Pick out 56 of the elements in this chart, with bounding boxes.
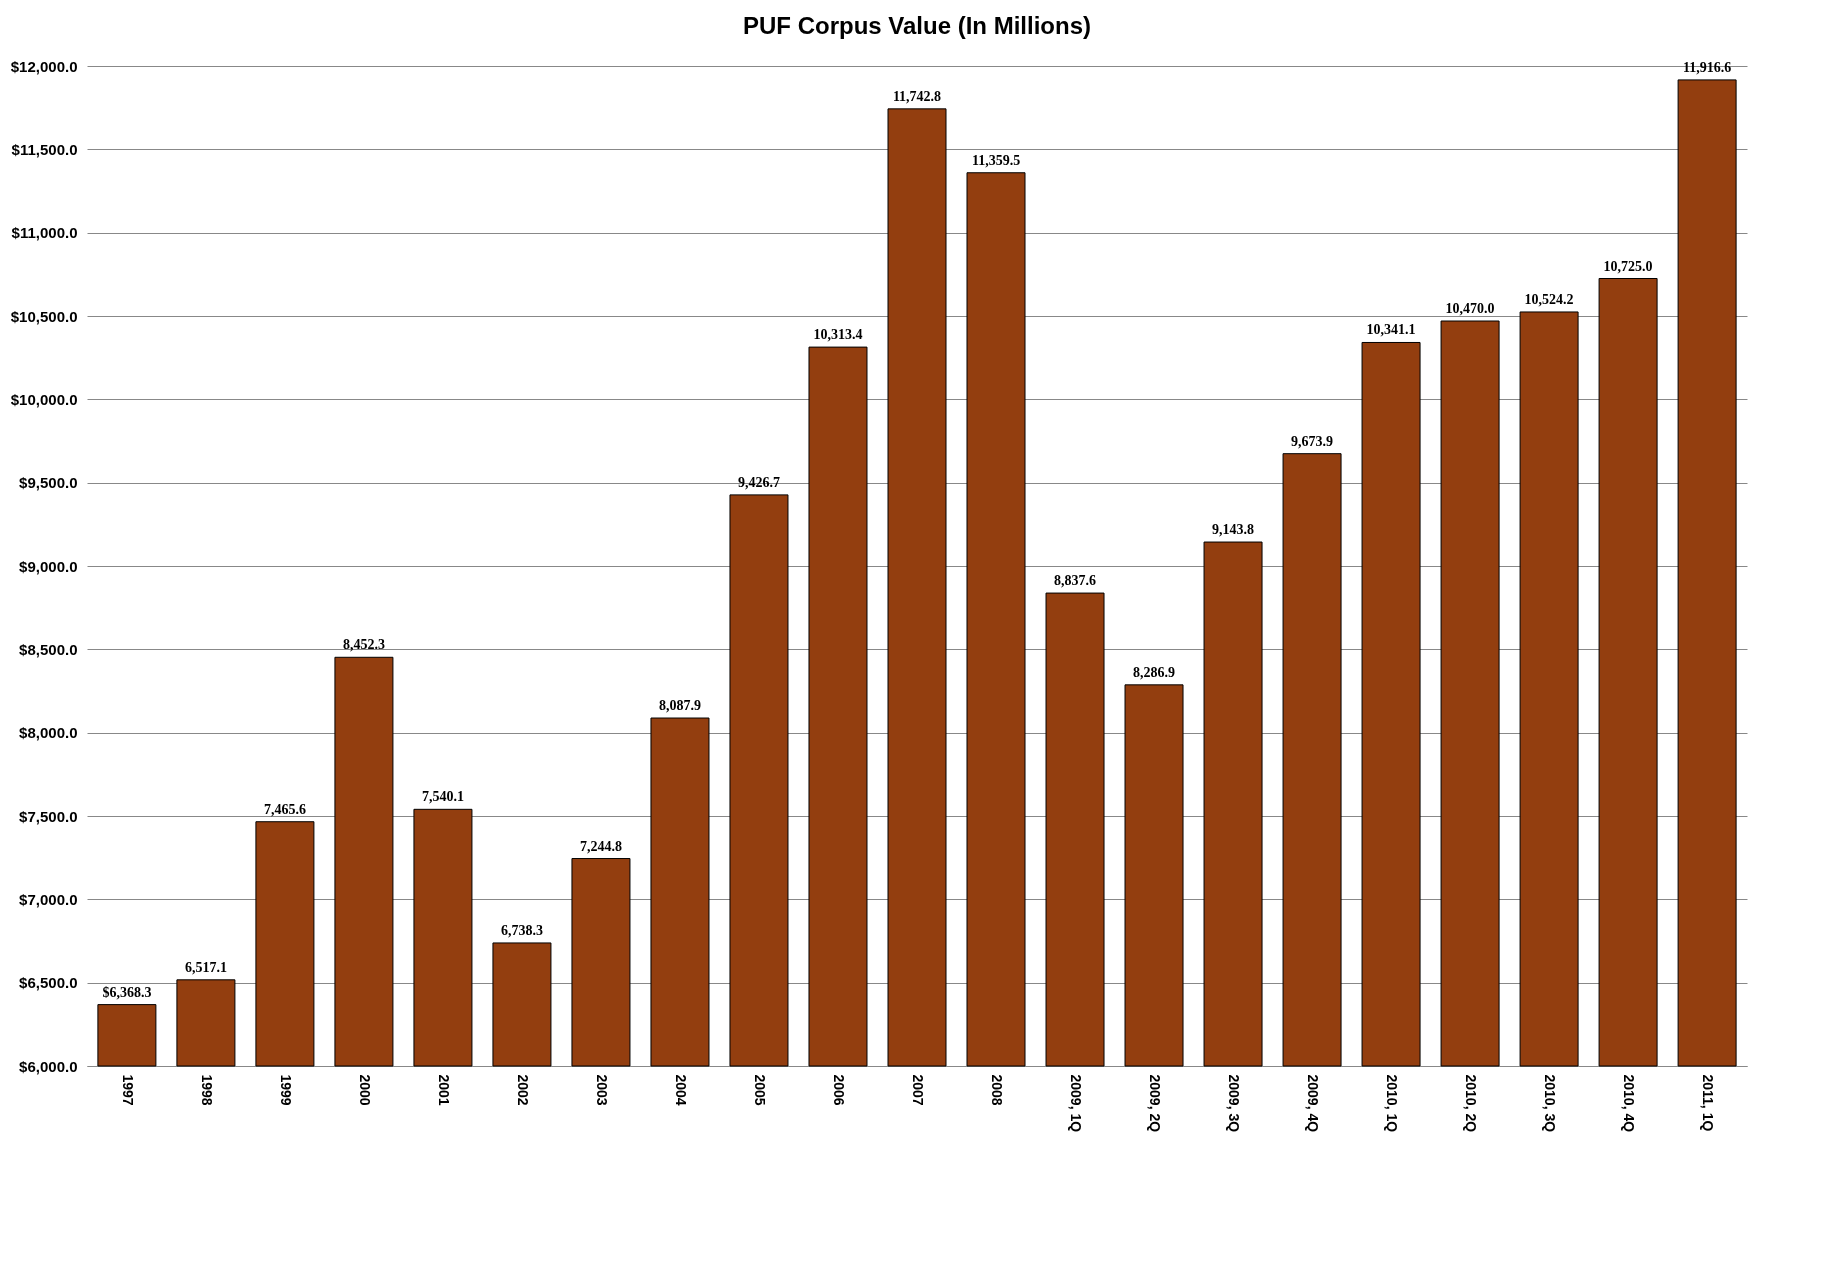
data-label: 7,244.8 <box>579 838 622 854</box>
data-label: 9,426.7 <box>737 474 780 490</box>
x-tick-label: 2007 <box>910 1074 926 1106</box>
x-tick-label: 2002 <box>514 1074 531 1106</box>
data-label: 6,517.1 <box>184 959 227 975</box>
x-tick-label: 2006 <box>830 1074 847 1106</box>
data-label: 9,143.8 <box>1212 522 1255 538</box>
x-tick-label: 2011, 1Q <box>1700 1074 1717 1132</box>
data-label: 10,313.4 <box>813 327 863 343</box>
data-label: 7,465.6 <box>263 801 306 817</box>
x-tick-label: 1998 <box>198 1074 215 1106</box>
x-tick-label: 1997 <box>119 1074 136 1106</box>
y-tick-label: $8,500.0 <box>19 640 78 658</box>
data-label: 10,524.2 <box>1524 291 1574 307</box>
data-label: 11,742.8 <box>892 88 942 104</box>
x-tick-label: 2003 <box>593 1074 610 1106</box>
data-label: 10,470.0 <box>1445 301 1495 316</box>
x-tick-label: 2010, 2Q <box>1463 1074 1480 1133</box>
y-tick-label: $11,500.0 <box>11 140 78 158</box>
x-tick-label: 1999 <box>277 1074 294 1106</box>
x-tick-label: 2009, 1Q <box>1068 1074 1085 1133</box>
data-label: 8,087.9 <box>658 698 701 714</box>
x-tick-label: 2009, 3Q <box>1226 1074 1243 1133</box>
y-tick-label: $7,500.0 <box>19 807 78 825</box>
data-label: 7,540.1 <box>421 789 464 805</box>
y-tick-label: $7,000.0 <box>19 890 78 908</box>
x-tick-label: 2009, 4Q <box>1305 1074 1322 1133</box>
y-tick-label: $6,500.0 <box>19 974 78 992</box>
data-label: 6,738.3 <box>500 922 543 938</box>
y-tick-label: $10,500.0 <box>10 307 78 325</box>
data-label: 10,341.1 <box>1366 322 1416 338</box>
y-tick-label: $9,000.0 <box>19 557 78 575</box>
x-tick-label: 2005 <box>751 1074 768 1106</box>
y-tick-label: $8,000.0 <box>19 724 78 742</box>
data-label: 10,725.0 <box>1603 258 1653 274</box>
x-tick-label: 2010, 3Q <box>1542 1074 1559 1133</box>
y-tick-label: $10,000.0 <box>10 390 78 408</box>
y-tick-label: $11,000.0 <box>11 224 78 242</box>
x-tick-label: 2001 <box>435 1074 452 1106</box>
x-tick-label: 2009, 2Q <box>1147 1074 1164 1133</box>
x-tick-label: 2010, 4Q <box>1621 1074 1638 1133</box>
x-tick-label: 2004 <box>672 1074 689 1106</box>
data-label: 9,673.9 <box>1291 433 1334 449</box>
x-tick-label: 2010, 1Q <box>1384 1074 1401 1133</box>
data-label: 11,359.5 <box>971 152 1021 168</box>
x-tick-label: 2000 <box>356 1074 373 1106</box>
y-tick-label: $6,000.0 <box>19 1057 78 1075</box>
data-label: 8,452.3 <box>342 637 385 653</box>
data-label: $6,368.3 <box>102 984 152 1000</box>
y-tick-label: $12,000.0 <box>10 57 78 75</box>
data-label: 8,837.6 <box>1054 573 1097 589</box>
x-tick-label: 2008 <box>989 1074 1006 1106</box>
data-label: 11,916.6 <box>1682 59 1732 75</box>
chart-title: PUF Corpus Value (In Millions) <box>742 12 1092 39</box>
data-label: 8,286.9 <box>1133 664 1176 680</box>
y-tick-label: $9,500.0 <box>19 474 78 492</box>
